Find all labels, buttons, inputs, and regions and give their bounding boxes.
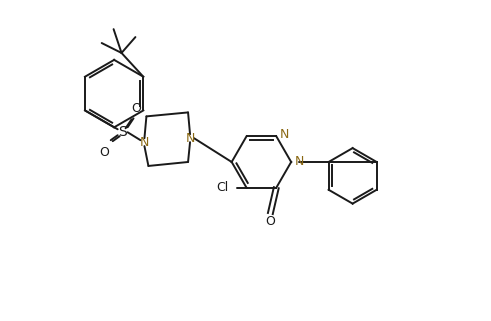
Text: O: O [132, 102, 141, 115]
Text: N: N [295, 155, 304, 169]
Text: N: N [185, 132, 195, 145]
Text: N: N [279, 128, 289, 141]
Text: Cl: Cl [217, 181, 229, 194]
Text: S: S [118, 125, 127, 139]
Text: N: N [140, 136, 149, 149]
Text: O: O [266, 215, 275, 228]
Text: O: O [99, 146, 109, 159]
